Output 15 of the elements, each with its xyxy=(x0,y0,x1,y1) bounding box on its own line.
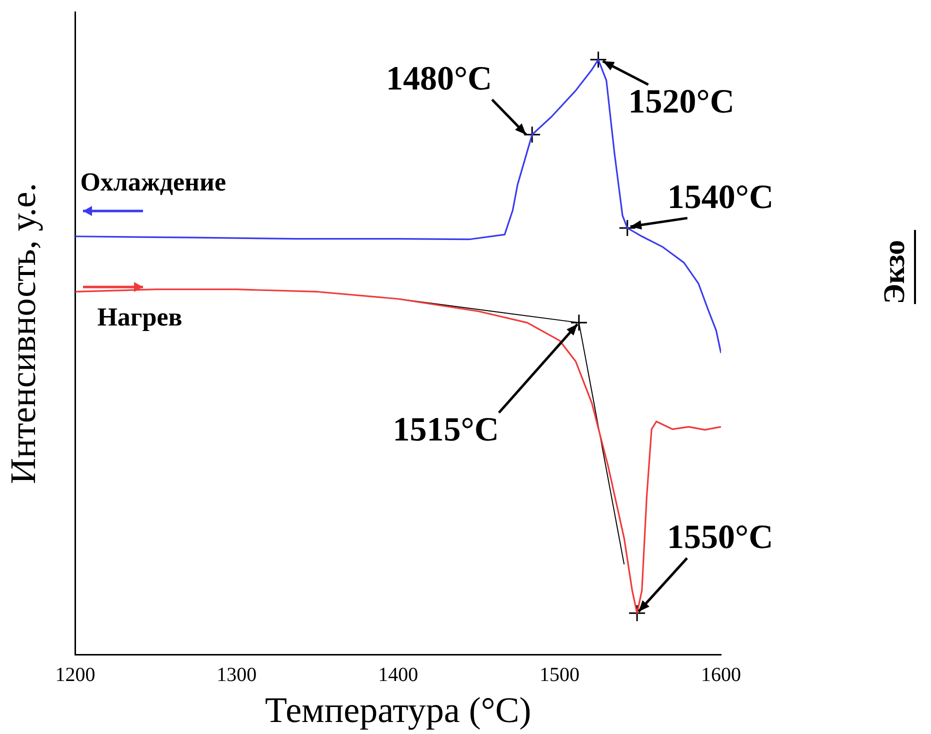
x-tick-label: 1600 xyxy=(701,664,741,686)
legend-label: Нагрев xyxy=(97,302,182,332)
annotation: 1540°C xyxy=(667,178,774,216)
annotation: 1520°C xyxy=(628,83,734,120)
x-tick-label: 1300 xyxy=(216,664,257,686)
x-tick-label: 1500 xyxy=(540,664,580,686)
y-axis-title: Интенсивность, у.е. xyxy=(3,182,44,484)
annotation: 1550°C xyxy=(667,518,774,556)
x-tick-label: 1400 xyxy=(378,664,418,686)
annotation: 1480°C xyxy=(386,60,492,98)
series-label: Охлаждение xyxy=(80,168,226,197)
x-axis-title: Температура (°C) xyxy=(264,690,532,730)
text: Экзо xyxy=(878,240,911,304)
annotation: 1515°C xyxy=(392,411,499,448)
x-tick-label: 1200 xyxy=(55,664,96,686)
